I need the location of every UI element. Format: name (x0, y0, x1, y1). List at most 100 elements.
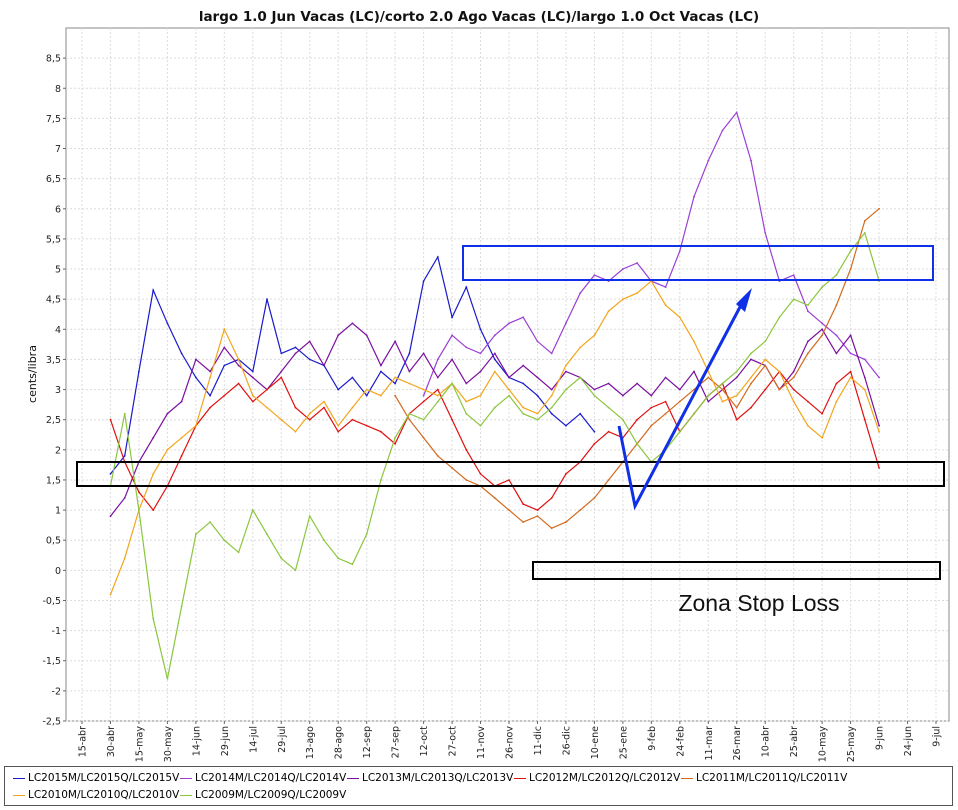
y-tick-label: 3,5 (46, 355, 61, 366)
legend-swatch (180, 777, 192, 779)
data-point-lc2015 (493, 358, 496, 361)
data-point-lc2009 (166, 677, 169, 680)
data-point-lc2013 (878, 424, 880, 427)
y-axis-label: cents/libra (26, 345, 39, 403)
data-point-lc2009 (735, 370, 738, 373)
data-point-lc2015 (223, 364, 226, 367)
data-point-lc2014 (493, 334, 496, 337)
data-point-lc2009 (209, 521, 212, 523)
data-point-lc2013 (337, 334, 340, 337)
data-point-lc2011 (750, 382, 752, 385)
x-tick-label: 10-may (818, 726, 829, 763)
data-point-lc2013 (223, 346, 226, 349)
y-tick-label: 0 (55, 566, 61, 577)
data-point-lc2010 (209, 376, 212, 379)
arrow-head (736, 288, 752, 312)
data-point-lc2010 (849, 376, 852, 379)
x-tick-label: 9-jun (875, 726, 886, 750)
x-tick-label: 12-oct (419, 726, 430, 757)
data-point-lc2013 (465, 382, 468, 385)
data-point-lc2010 (664, 304, 667, 307)
data-point-lc2015 (522, 382, 525, 385)
data-point-lc2015 (593, 430, 596, 433)
data-point-lc2015 (365, 394, 368, 397)
x-tick-label: 26-mar (732, 726, 743, 761)
data-point-lc2013 (650, 394, 653, 397)
series-group (109, 111, 880, 680)
data-point-lc2009 (807, 304, 809, 307)
data-point-lc2015 (465, 286, 468, 288)
stop-loss-zone-box (532, 561, 941, 580)
data-point-lc2009 (380, 479, 382, 481)
data-point-lc2014 (451, 334, 453, 337)
data-point-lc2011 (863, 219, 866, 222)
data-point-lc2009 (607, 406, 610, 409)
data-point-lc2011 (579, 509, 582, 511)
data-point-lc2012 (849, 370, 852, 373)
data-point-lc2012 (337, 430, 340, 433)
data-point-lc2013 (209, 370, 212, 373)
data-point-lc2010 (764, 358, 767, 361)
data-point-lc2012 (607, 430, 610, 433)
data-point-lc2009 (323, 539, 325, 542)
data-point-lc2010 (693, 340, 695, 343)
data-point-lc2009 (821, 286, 823, 288)
x-tick-label: 28-ago (334, 726, 345, 759)
data-point-lc2015 (536, 394, 539, 397)
data-point-lc2012 (209, 406, 212, 409)
data-point-lc2009 (764, 340, 767, 343)
data-point-lc2014 (849, 352, 852, 355)
data-point-lc2013 (607, 382, 610, 385)
data-point-lc2011 (807, 352, 809, 355)
legend-swatch (13, 794, 25, 796)
data-point-lc2015 (308, 358, 311, 361)
y-tick-label: -2,5 (42, 717, 61, 728)
x-tick-label: 9-feb (647, 726, 658, 751)
data-point-lc2015 (394, 382, 396, 385)
x-tick-label: 10-abr (761, 726, 772, 757)
data-point-lc2009 (237, 551, 240, 554)
data-point-lc2010 (422, 388, 425, 391)
y-tick-label: 4,5 (46, 295, 61, 306)
data-point-lc2009 (721, 382, 724, 385)
data-point-lc2014 (693, 195, 695, 198)
data-point-lc2009 (493, 406, 496, 409)
legend-label: LC2013M/LC2013Q/LC2013V (362, 772, 514, 784)
data-point-lc2011 (536, 515, 539, 517)
data-point-lc2013 (479, 370, 482, 373)
data-point-lc2014 (707, 159, 710, 162)
data-point-lc2009 (678, 430, 681, 433)
data-point-lc2011 (522, 521, 525, 523)
data-point-lc2011 (593, 497, 596, 499)
legend-item-lc2015: LC2015M/LC2015Q/LC2015V (13, 771, 179, 785)
data-point-lc2014 (636, 262, 638, 264)
data-point-lc2012 (451, 418, 453, 421)
data-point-lc2015 (123, 455, 126, 457)
x-tick-label: 25-abr (789, 726, 800, 757)
data-point-lc2012 (294, 406, 297, 409)
data-point-lc2013 (735, 376, 738, 379)
data-point-lc2013 (323, 364, 325, 367)
legend-label: LC2009M/LC2009Q/LC2009V (195, 789, 347, 801)
data-point-lc2012 (835, 382, 838, 385)
data-point-lc2010 (508, 388, 510, 391)
data-point-lc2010 (351, 406, 354, 409)
data-point-lc2014 (664, 286, 667, 288)
annotations: Zona Stop Loss (76, 245, 945, 616)
data-point-lc2015 (337, 388, 340, 391)
data-point-lc2009 (266, 533, 268, 536)
data-point-lc2011 (707, 376, 710, 379)
data-point-lc2011 (721, 388, 724, 391)
data-point-lc2014 (807, 310, 809, 313)
data-point-lc2014 (764, 232, 767, 234)
data-point-lc2015 (152, 289, 155, 291)
data-point-lc2009 (351, 563, 354, 566)
data-point-lc2012 (764, 388, 767, 391)
data-point-lc2012 (365, 424, 368, 427)
x-tick-label: 9-jul (932, 726, 943, 747)
data-point-lc2013 (536, 376, 539, 379)
data-point-lc2009 (636, 442, 638, 445)
data-point-lc2009 (849, 250, 852, 252)
y-tick-label: 8,5 (46, 54, 61, 65)
